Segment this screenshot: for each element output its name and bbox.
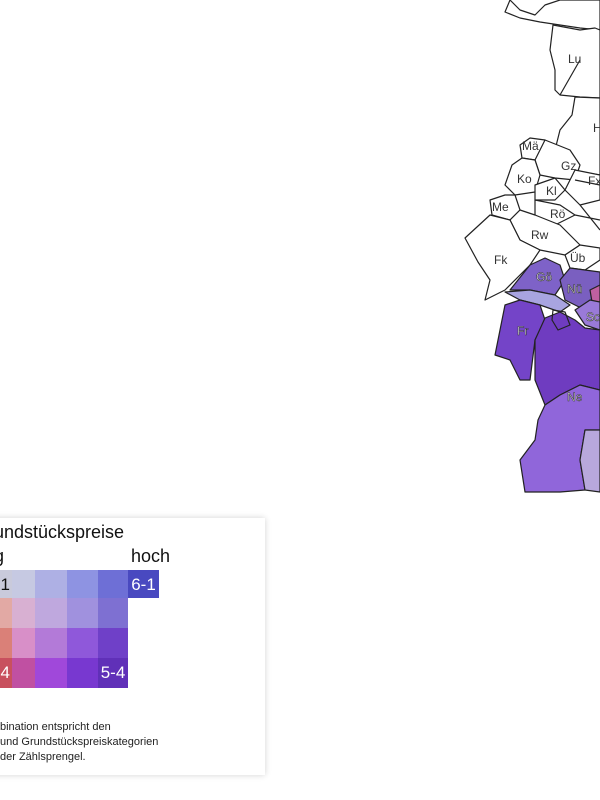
- label-sc: Sc: [586, 310, 600, 324]
- district-light[interactable]: [579, 429, 600, 493]
- legend-cell: [35, 570, 67, 598]
- label-me: Me: [492, 200, 509, 214]
- legend-note-line-3: der Zählsprengel.: [0, 751, 86, 763]
- legend-cell: [98, 628, 128, 658]
- legend-cell: [67, 628, 98, 658]
- legend-cell: [12, 598, 35, 628]
- legend-cell: [12, 628, 35, 658]
- label-fk: Fk: [494, 253, 508, 267]
- label-nu: Nü: [567, 282, 582, 296]
- legend-cell: [35, 598, 67, 628]
- district-fx[interactable]: [564, 169, 600, 206]
- legend-cell: [0, 598, 12, 628]
- label-h: H: [593, 121, 600, 135]
- label-go: Gö: [536, 270, 552, 284]
- label-ma: Mä: [522, 139, 539, 153]
- legend-cell: 5-4: [98, 658, 128, 688]
- legend-cell: 4: [0, 658, 12, 688]
- district-kl[interactable]: [534, 177, 566, 201]
- legend-cell: 6-1: [128, 570, 159, 598]
- legend-cell: [67, 598, 98, 628]
- label-fx: Fx: [588, 174, 600, 188]
- label-kl: Kl: [546, 184, 557, 198]
- district-mid[interactable]: [534, 311, 600, 406]
- legend-cell: [35, 658, 67, 688]
- legend-cell: 1: [0, 570, 12, 598]
- legend-cell: [35, 628, 67, 658]
- label-lu: Lu: [568, 52, 581, 66]
- legend: undstückspreise g hoch 1 6-1 4 5-4 bination…: [0, 518, 265, 775]
- label-gz: Gz: [561, 159, 576, 173]
- legend-low-label: g: [0, 546, 4, 567]
- label-fr: Fr: [517, 324, 528, 338]
- legend-note-line-1: bination entspricht den: [0, 721, 111, 733]
- label-ko: Ko: [517, 172, 532, 186]
- legend-cell: [12, 658, 35, 688]
- district-top[interactable]: [504, 0, 600, 31]
- legend-high-label: hoch: [131, 546, 171, 566]
- legend-title: undstückspreise: [0, 522, 125, 542]
- legend-cell: [12, 570, 35, 598]
- label-ro: Rö: [550, 207, 566, 221]
- legend-cell: [98, 598, 128, 628]
- district-sc[interactable]: [574, 299, 600, 331]
- legend-note-line-2: und Grundstückspreiskategorien: [0, 736, 159, 748]
- label-ub: Üb: [570, 251, 586, 265]
- legend-cell: [0, 628, 12, 658]
- label-ne: Ne: [567, 390, 583, 404]
- legend-cell: [98, 570, 128, 598]
- legend-cell: [67, 658, 98, 688]
- label-rw: Rw: [531, 228, 549, 242]
- legend-cell: [67, 570, 98, 598]
